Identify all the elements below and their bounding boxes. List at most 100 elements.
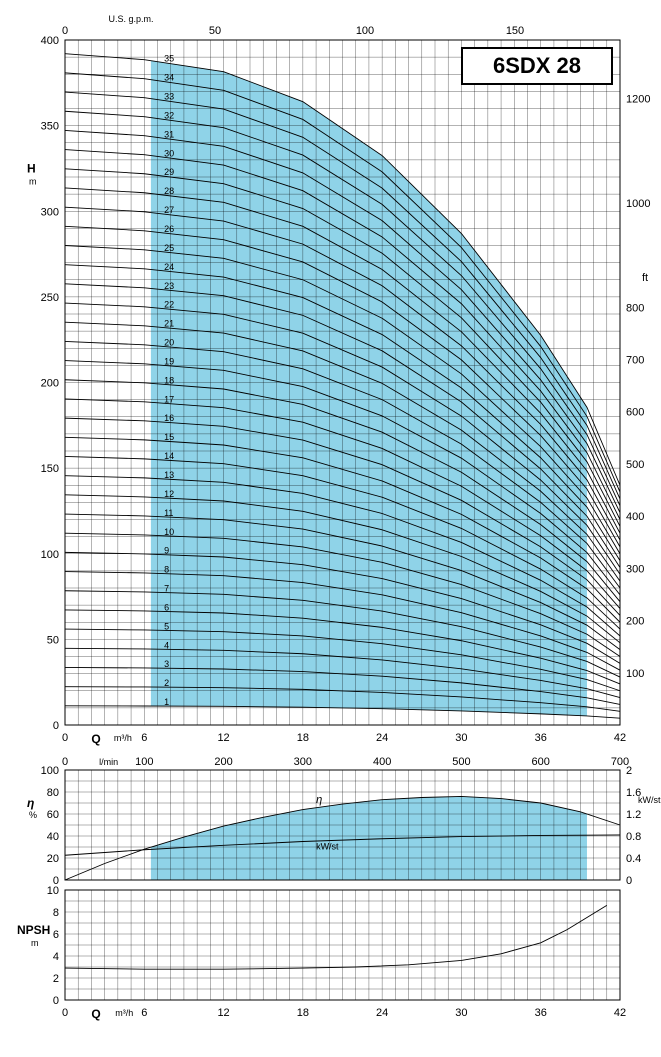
c3-xunit: m³/h: [115, 1008, 133, 1018]
c2-ytick-eff: 80: [47, 787, 59, 799]
c1-xlabel-gpm: U.S. g.p.m.: [108, 14, 153, 24]
c2-xtick-lmin: 500: [452, 756, 470, 768]
c1-xunit: m³/h: [114, 733, 132, 743]
c1-curve-label: 16: [164, 413, 174, 423]
c1-curve-label: 5: [164, 621, 169, 631]
c1-ytick-ft: 1200: [626, 93, 650, 105]
c1-curve-label: 18: [164, 375, 174, 385]
c1-xtick-m3h: 24: [376, 732, 388, 744]
c1-curve-label: 35: [164, 54, 174, 64]
c1-ytick-m: 150: [41, 463, 59, 475]
c2-xtick-lmin: 300: [294, 756, 312, 768]
c3-ytick: 6: [53, 929, 59, 941]
c1-ytick-ft: 800: [626, 302, 644, 314]
c1-ytick-m: 200: [41, 378, 59, 390]
c3-npsh-curve: [65, 905, 607, 969]
c2-ytick-eff: 40: [47, 831, 59, 843]
c2-ytick-kw: 0: [626, 875, 632, 887]
c3-xtick: 18: [297, 1007, 309, 1019]
c2-ylabel: η: [27, 796, 34, 810]
c1-curve-label: 3: [164, 659, 169, 669]
c1-curve-label: 30: [164, 148, 174, 158]
model-title: 6SDX 28: [493, 53, 581, 78]
c1-curve-label: 1: [164, 697, 169, 707]
c1-yunit: m: [29, 176, 37, 186]
c1-ylabel-ft: ft: [642, 272, 648, 284]
c3-xtick: 42: [614, 1007, 626, 1019]
c2-ytick-kw: 1.2: [626, 809, 641, 821]
c1-curve-label: 15: [164, 432, 174, 442]
c3-xlabel: Q: [91, 1007, 100, 1021]
c2-yunit: %: [29, 810, 37, 820]
c2-ytick-eff: 100: [41, 765, 59, 777]
c2-ytick-eff: 60: [47, 809, 59, 821]
c1-curve-label: 12: [164, 489, 174, 499]
c1-xtick-m3h: 42: [614, 732, 626, 744]
c1-xtick-m3h: 18: [297, 732, 309, 744]
c2-ytick-kw: 0.8: [626, 831, 641, 843]
c3-ylabel: NPSH: [17, 923, 50, 937]
c1-curve-label: 19: [164, 356, 174, 366]
c1-xtick-m3h: 6: [141, 732, 147, 744]
c3-xtick: 24: [376, 1007, 388, 1019]
c1-ytick-ft: 500: [626, 459, 644, 471]
c1-curve-label: 9: [164, 546, 169, 556]
c1-ytick-m: 0: [53, 720, 59, 732]
c1-ytick-m: 50: [47, 634, 59, 646]
c3-ytick: 8: [53, 907, 59, 919]
c3-ytick: 4: [53, 951, 59, 963]
c2-xtick-lmin: 600: [532, 756, 550, 768]
c2-xtick-lmin: 0: [62, 756, 68, 768]
c2-xtick-lmin: 200: [214, 756, 232, 768]
c1-ytick-m: 250: [41, 292, 59, 304]
c1-curve-label: 20: [164, 338, 174, 348]
c1-curve-label: 22: [164, 300, 174, 310]
c1-ytick-ft: 400: [626, 511, 644, 523]
c1-ytick-ft: 700: [626, 355, 644, 367]
c1-curve-label: 29: [164, 167, 174, 177]
c3-ytick: 10: [47, 885, 59, 897]
c1-curve-label: 27: [164, 205, 174, 215]
c1-xtick-gpm: 0: [62, 25, 68, 37]
c1-xtick-gpm: 50: [209, 25, 221, 37]
c1-ytick-m: 300: [41, 206, 59, 218]
c1-ytick-ft: 300: [626, 563, 644, 575]
c1-curve-label: 23: [164, 281, 174, 291]
c3-xtick: 0: [62, 1007, 68, 1019]
c1-ytick-ft: 600: [626, 407, 644, 419]
c1-curve-label: 26: [164, 224, 174, 234]
c1-xtick-m3h: 0: [62, 732, 68, 744]
c3-yunit: m: [31, 938, 39, 948]
c3-xtick: 30: [455, 1007, 467, 1019]
c1-xtick-m3h: 30: [455, 732, 467, 744]
c1-curve-label: 24: [164, 262, 174, 272]
c1-curve-label: 4: [164, 640, 169, 650]
c1-ytick-ft: 200: [626, 616, 644, 628]
c1-curve-label: 34: [164, 73, 174, 83]
c1-xtick-m3h: 12: [217, 732, 229, 744]
c1-curve-label: 31: [164, 129, 174, 139]
c2-kw-label: kW/st: [316, 841, 339, 851]
c1-ylabel: H: [27, 161, 36, 175]
c2-xtick-lmin: 400: [373, 756, 391, 768]
c2-ytick-kw: 0.4: [626, 853, 641, 865]
c1-ytick-ft: 1000: [626, 198, 650, 210]
c1-curve-label: 21: [164, 319, 174, 329]
c3-ytick: 0: [53, 995, 59, 1007]
c2-ytick-eff: 20: [47, 853, 59, 865]
c1-curve-label: 6: [164, 602, 169, 612]
c2-eta-label: η: [316, 794, 322, 806]
c1-curve-label: 7: [164, 584, 169, 594]
c2-xlabel-lmin: l/min: [99, 757, 118, 767]
c3-xtick: 12: [217, 1007, 229, 1019]
c1-curve-label: 11: [164, 508, 173, 518]
c1-curve-label: 10: [164, 527, 174, 537]
c1-curve-label: 13: [164, 470, 174, 480]
c1-xtick-gpm: 100: [356, 25, 374, 37]
c1-curve-label: 25: [164, 243, 174, 253]
c1-ytick-m: 100: [41, 549, 59, 561]
c2-xtick-lmin: 700: [611, 756, 629, 768]
c2-xtick-lmin: 100: [135, 756, 153, 768]
c3-xtick: 36: [535, 1007, 547, 1019]
c1-ytick-ft: 100: [626, 668, 644, 680]
